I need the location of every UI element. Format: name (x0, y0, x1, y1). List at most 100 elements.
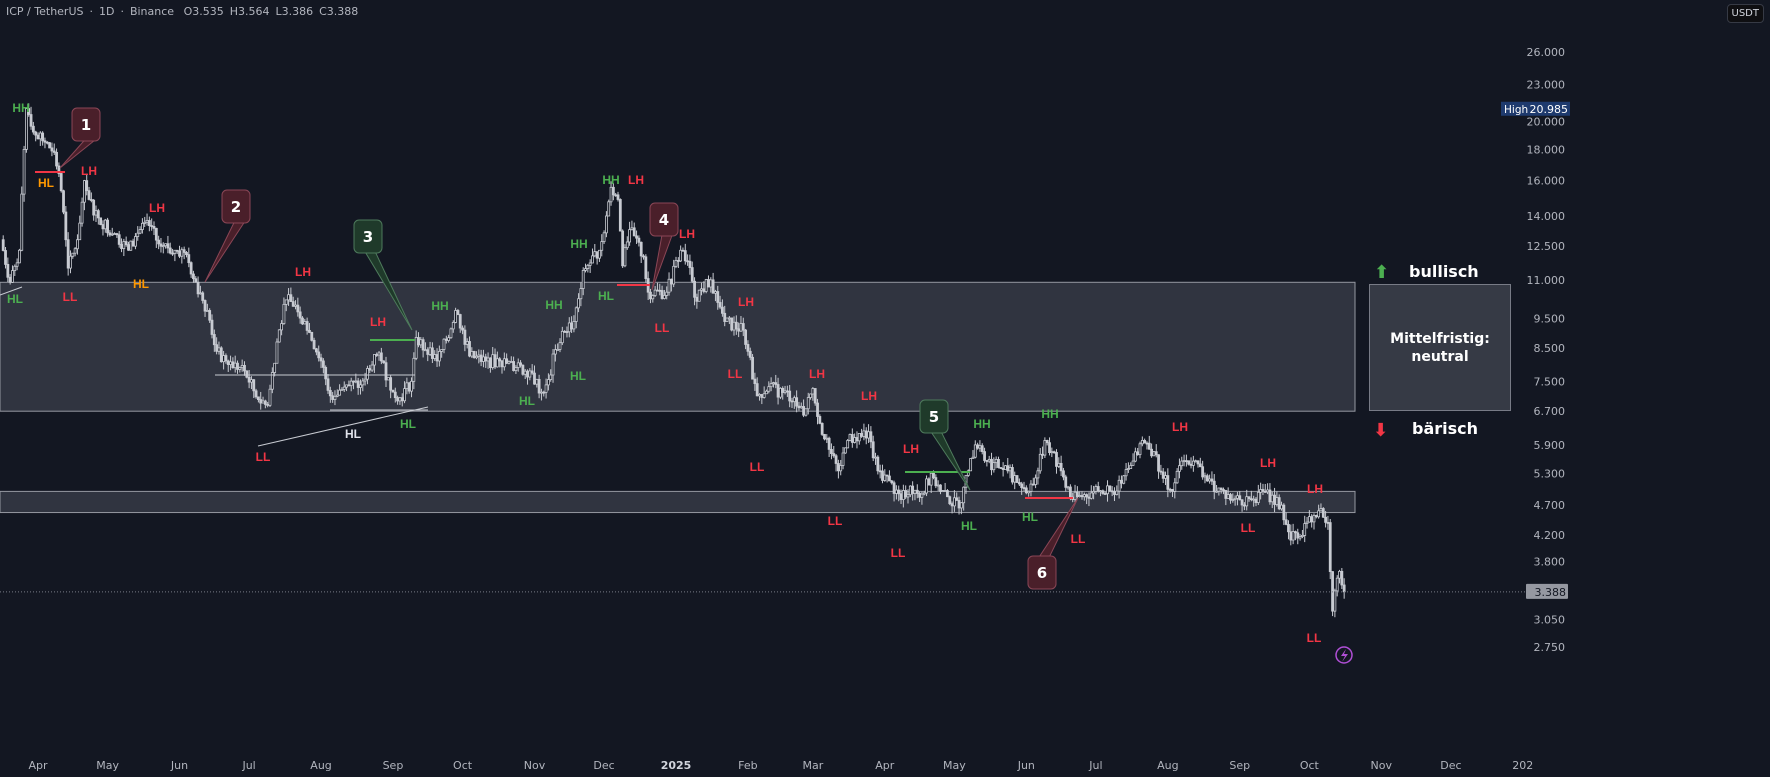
candle (124, 241, 128, 246)
currency-button[interactable]: USDT (1726, 4, 1764, 23)
candle (29, 114, 33, 127)
candle (294, 304, 297, 307)
x-tick-label: Sep (383, 759, 404, 772)
candle (1171, 489, 1174, 492)
candle (282, 303, 286, 324)
candle (391, 389, 395, 393)
candle (407, 382, 411, 392)
candle (922, 492, 926, 495)
candle (38, 132, 42, 140)
candle (1185, 460, 1188, 463)
candle (792, 397, 796, 402)
interval[interactable]: 1D (98, 5, 115, 18)
candle (946, 490, 949, 498)
candle (709, 279, 713, 288)
x-tick-label: Aug (1157, 759, 1178, 772)
candle (463, 329, 467, 345)
candle (1110, 490, 1114, 493)
candle (1075, 491, 1079, 497)
candle (1011, 467, 1014, 483)
structure-label-hh: HH (431, 299, 448, 313)
candle (505, 358, 509, 364)
lightning-icon[interactable] (1335, 646, 1353, 664)
x-tick-label: Nov (524, 759, 546, 772)
candle (911, 485, 915, 494)
candle (277, 329, 281, 343)
candle (969, 458, 973, 472)
candle (1296, 532, 1300, 539)
candle (1108, 485, 1112, 492)
candle (693, 280, 696, 298)
callout-number: 4 (659, 211, 669, 229)
x-tick-label: Apr (875, 759, 895, 772)
candle (611, 186, 615, 196)
candle (1117, 479, 1121, 492)
candle (226, 360, 230, 365)
candle (1301, 535, 1304, 537)
candle (621, 230, 625, 267)
candle (772, 382, 775, 385)
candle (1333, 590, 1337, 612)
candle (758, 394, 761, 397)
x-tick-label: Dec (593, 759, 614, 772)
candle (1024, 487, 1028, 494)
candle (897, 489, 901, 495)
candle (76, 239, 79, 250)
candle (1159, 470, 1163, 473)
candle (208, 310, 212, 321)
symbol-name[interactable]: ICP / TetherUS (6, 5, 84, 18)
candle (256, 396, 260, 400)
candle (103, 219, 107, 230)
y-tick-label: 26.000 (1527, 46, 1566, 59)
structure-label-ll: LL (828, 514, 843, 528)
candle (976, 444, 979, 449)
candle (551, 353, 555, 376)
candle (319, 357, 323, 362)
callout-pointer (204, 222, 245, 283)
candle (1168, 488, 1172, 491)
candle (1307, 516, 1311, 523)
candle (1328, 522, 1332, 572)
candle (876, 456, 880, 472)
candle (1203, 475, 1207, 478)
candle (96, 210, 100, 219)
candle (417, 337, 420, 346)
candle (215, 344, 219, 352)
x-tick-label: Nov (1371, 759, 1393, 772)
candle (632, 227, 636, 237)
ohlc-low: L3.386 (275, 5, 314, 18)
candle (953, 497, 956, 507)
candle (679, 249, 683, 262)
candle (697, 289, 701, 302)
candle (1020, 483, 1024, 488)
candle (1314, 514, 1318, 518)
candle (827, 437, 831, 450)
candle (164, 243, 168, 247)
candle (236, 362, 239, 370)
candle (980, 445, 984, 452)
candle (839, 465, 843, 472)
candle (978, 445, 982, 449)
candle (809, 393, 812, 398)
candle (558, 342, 562, 350)
candle (500, 360, 504, 368)
candle (1226, 494, 1230, 499)
candle (435, 354, 439, 362)
candle (1243, 504, 1246, 507)
candle (523, 370, 527, 375)
candle (1129, 465, 1133, 469)
last-price-badge (1526, 583, 1568, 599)
candle (857, 433, 861, 442)
candle (686, 260, 689, 263)
candle (1031, 483, 1035, 486)
candle (94, 210, 98, 216)
structure-label-hh: HH (973, 417, 990, 431)
candle (1266, 489, 1269, 493)
candle (760, 394, 764, 398)
candle (430, 347, 434, 359)
candle (618, 199, 622, 232)
candle (129, 240, 133, 251)
candle (1122, 475, 1126, 484)
candle (544, 384, 548, 393)
